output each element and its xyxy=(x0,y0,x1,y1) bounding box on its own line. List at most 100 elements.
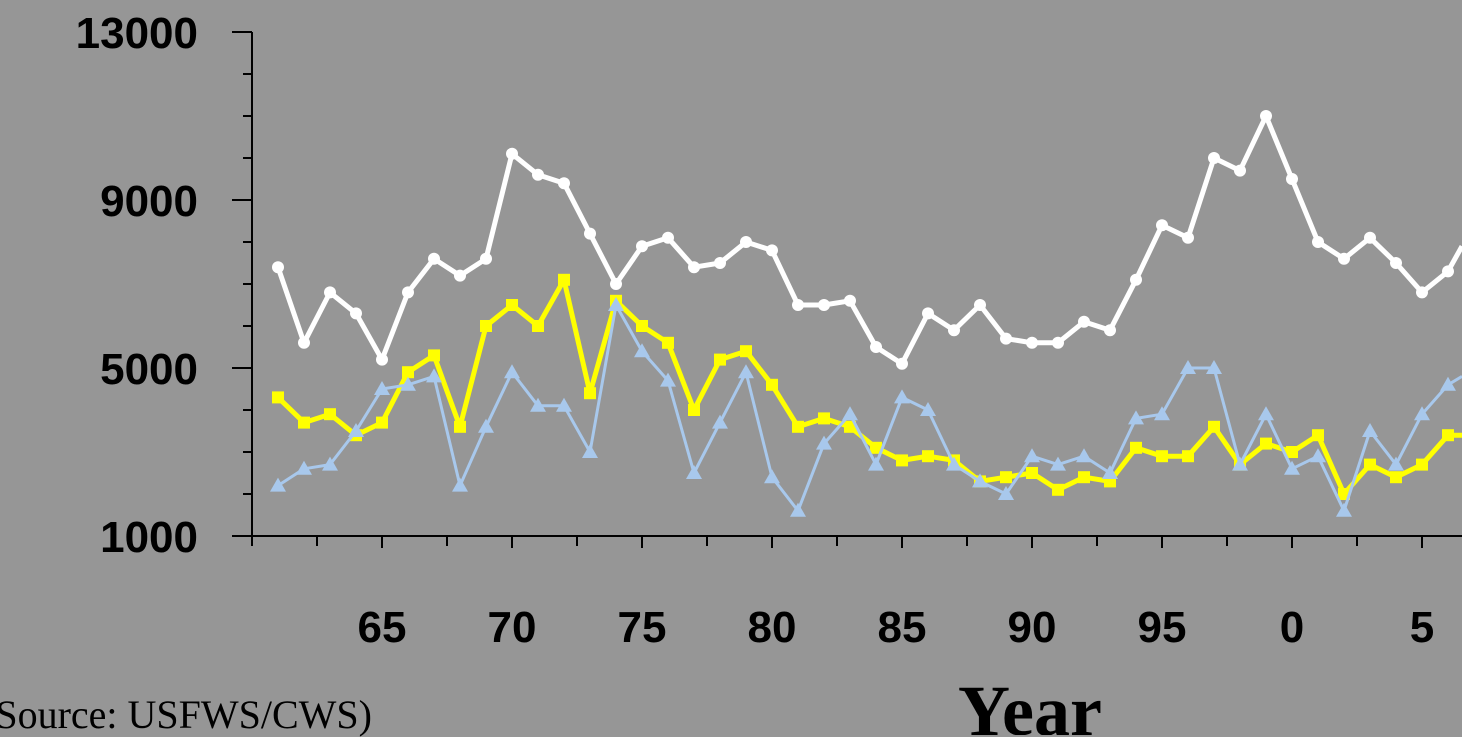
data-point xyxy=(1156,450,1168,463)
source-note: (Source: USFWS/CWS) xyxy=(0,692,372,737)
data-point xyxy=(1182,231,1194,244)
data-point xyxy=(348,423,364,437)
data-point xyxy=(1130,273,1142,286)
data-point xyxy=(1078,315,1090,328)
data-point xyxy=(660,372,676,387)
data-point xyxy=(714,257,726,269)
data-point xyxy=(1442,429,1454,442)
data-point xyxy=(454,269,466,282)
data-point xyxy=(1208,152,1220,164)
data-point xyxy=(296,460,312,475)
data-point xyxy=(1000,332,1012,345)
data-point xyxy=(792,420,804,433)
data-point xyxy=(452,477,468,492)
data-point xyxy=(1416,286,1428,299)
data-point xyxy=(1260,437,1272,450)
data-point xyxy=(1102,465,1118,479)
data-point xyxy=(272,391,284,404)
data-point xyxy=(1286,173,1298,185)
chart-axes xyxy=(251,32,1462,537)
data-point xyxy=(1364,458,1376,471)
axis-ticks xyxy=(232,31,1423,548)
data-point xyxy=(1442,265,1454,278)
data-point xyxy=(894,389,910,404)
data-point xyxy=(766,244,778,257)
data-point xyxy=(634,343,650,358)
data-point xyxy=(506,147,518,160)
data-point xyxy=(792,299,804,311)
data-point xyxy=(1130,441,1142,454)
data-point xyxy=(1416,458,1428,471)
data-point xyxy=(818,299,830,311)
x-tick-label: 5 xyxy=(1410,603,1434,652)
series-line xyxy=(275,113,1462,367)
data-point xyxy=(1310,448,1326,463)
data-point xyxy=(1312,236,1324,248)
data-point xyxy=(426,368,442,383)
data-point xyxy=(946,456,962,471)
data-point xyxy=(972,473,988,488)
data-point xyxy=(740,345,752,358)
data-point xyxy=(1182,450,1194,463)
data-point xyxy=(1258,406,1274,421)
data-point xyxy=(818,412,830,425)
data-point xyxy=(558,177,570,190)
data-point xyxy=(712,414,728,429)
y-tick-labels: 1000 5000 9000 13000 xyxy=(76,9,198,562)
data-point xyxy=(1364,231,1376,244)
data-point xyxy=(1076,448,1092,463)
data-point xyxy=(324,286,336,299)
x-tick-label: 90 xyxy=(1008,603,1057,652)
data-point xyxy=(322,456,338,471)
data-point xyxy=(480,320,492,332)
x-tick-label: 65 xyxy=(358,603,407,652)
data-point xyxy=(1284,460,1300,475)
y-tick-label: 9000 xyxy=(100,177,198,226)
data-point xyxy=(400,376,416,391)
data-point xyxy=(506,299,518,311)
data-point xyxy=(764,469,780,484)
data-point xyxy=(1286,446,1298,458)
data-point xyxy=(636,240,648,253)
data-point xyxy=(1232,456,1248,471)
series-square xyxy=(272,273,1462,500)
data-point xyxy=(478,418,494,433)
x-tick-label: 85 xyxy=(878,603,927,652)
data-point xyxy=(1336,502,1352,517)
data-point xyxy=(532,320,544,332)
x-tick-label: 75 xyxy=(618,603,667,652)
data-point xyxy=(1260,110,1272,122)
data-point xyxy=(428,252,440,265)
data-point xyxy=(636,320,648,332)
data-point xyxy=(998,486,1014,500)
x-tick-label: 0 xyxy=(1280,603,1304,652)
x-tick-label: 80 xyxy=(748,603,797,652)
data-point xyxy=(896,454,908,467)
data-point xyxy=(1026,336,1038,349)
data-point xyxy=(1362,423,1378,437)
data-point xyxy=(584,387,596,400)
x-tick-label: 70 xyxy=(488,603,537,652)
data-point xyxy=(740,236,752,248)
data-point xyxy=(556,397,572,412)
data-point xyxy=(842,406,858,421)
data-point xyxy=(920,402,936,416)
data-point xyxy=(376,416,388,429)
data-point xyxy=(1154,406,1170,421)
data-point xyxy=(766,378,778,391)
data-point xyxy=(610,278,622,290)
data-point xyxy=(714,353,726,366)
x-axis-title: Year xyxy=(958,671,1102,735)
data-point xyxy=(816,435,832,450)
data-point xyxy=(1180,360,1196,374)
data-point xyxy=(530,397,546,412)
data-point xyxy=(374,381,390,395)
data-point xyxy=(1050,456,1066,471)
data-point xyxy=(1052,483,1064,496)
data-point xyxy=(584,227,596,240)
data-point xyxy=(1208,420,1220,433)
data-point xyxy=(532,168,544,181)
data-point xyxy=(324,408,336,421)
data-point xyxy=(1104,324,1116,337)
